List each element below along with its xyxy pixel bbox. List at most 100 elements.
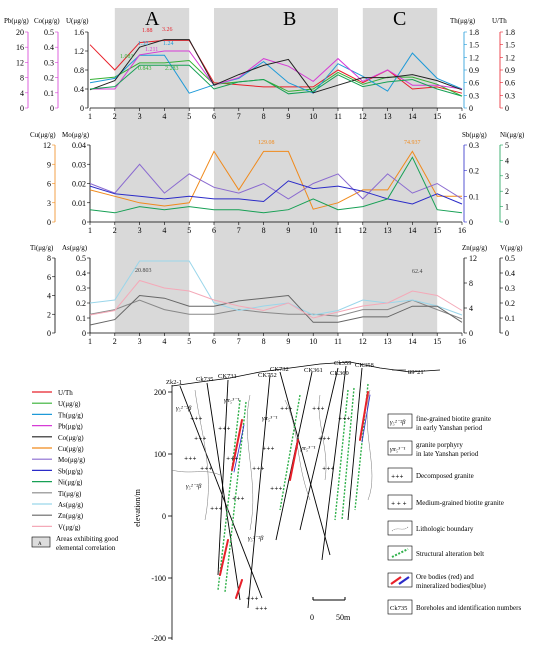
left-tick-label: 0.3: [44, 58, 54, 67]
x-tick-label: 10: [309, 337, 317, 346]
left-tick-label: 0.3: [76, 284, 86, 293]
x-tick-label: 10: [309, 226, 317, 235]
svg-text:+++: +++: [255, 606, 268, 612]
right-tick-label: 0: [505, 104, 509, 113]
geo-text-7b: mineralized bodies(blue): [416, 582, 486, 590]
legend-area-swatch: [31, 536, 51, 548]
mo-axis-label: Mo(μg/g): [62, 131, 90, 139]
x-tick-label: 5: [187, 226, 191, 235]
x-tick-label: 7: [237, 337, 241, 346]
borehole-ck752: CK752: [258, 372, 277, 379]
svg-text:+++: +++: [252, 466, 265, 472]
x-tick-label: 9: [286, 226, 290, 235]
zone-b-band: [214, 8, 338, 336]
right-tick-label: 12: [469, 254, 477, 263]
left-tick-label: 2: [47, 310, 51, 319]
x-tick-label: 1: [88, 337, 92, 346]
x-tick-label: 2: [113, 112, 117, 121]
geo-text-2a: granite porphyry: [416, 441, 463, 449]
borehole-ck732: CK732: [270, 366, 289, 373]
right-tick-label: 0: [505, 218, 509, 227]
legend-label: Th(μg/g): [58, 411, 84, 419]
right-tick-label: 1: [505, 203, 509, 212]
legend-label: U(μg/g): [58, 400, 81, 408]
sb-axis-label: Sb(μg/g): [462, 131, 487, 139]
right-tick-label: 5: [505, 141, 509, 150]
right-tick-label: 1.2: [469, 53, 479, 62]
right-tick-label: 0.5: [505, 254, 515, 263]
right-tick-label: 0.1: [505, 314, 515, 323]
right-tick-label: 4: [505, 156, 509, 165]
left-tick-label: 0.2: [76, 299, 86, 308]
right-tick-label: 0: [469, 218, 473, 227]
ann-th-2: 1.24: [163, 41, 174, 47]
borehole-ck361: CK361: [304, 367, 323, 374]
series-ti-line: [89, 299, 463, 320]
legend-label: Mo(μg/g): [58, 456, 86, 464]
left-tick-label: 8: [20, 74, 24, 83]
left-tick-label: 0.5: [76, 254, 86, 263]
rock-label-gamma-3: γ₅²⁻²β: [248, 535, 264, 542]
left-tick-label: 0.1: [44, 89, 54, 98]
left-tick-label: 0.02: [72, 180, 86, 189]
legend-label: U/Th: [58, 389, 73, 397]
borehole-traces: [179, 365, 363, 609]
rock-label-gammapi-3: γπ₅³⁻¹: [300, 445, 315, 452]
svg-text:+++: +++: [190, 416, 203, 422]
geo-text-5: Lithologic boundary: [416, 525, 474, 533]
left-tick-label: 0.4: [44, 43, 54, 52]
x-tick-label: 2: [113, 337, 117, 346]
series-co-line: [89, 39, 463, 94]
ann-uth-2: 3.26: [162, 27, 173, 33]
elev-tick-100: 100: [154, 450, 166, 459]
left-tick-label: 0.4: [74, 85, 84, 94]
left-tick-label: 1.6: [74, 28, 84, 37]
x-tick-label: 16: [458, 226, 466, 235]
left-tick-label: 8: [47, 254, 51, 263]
left-tick-label: 0.01: [72, 199, 86, 208]
left-tick-label: 1.2: [74, 47, 84, 56]
x-tick-label: 8: [262, 337, 266, 346]
legend-area-box-label: A: [38, 542, 42, 547]
legend-label: Zn(μg/g): [58, 512, 84, 520]
ann-cu-2: 74.937: [404, 140, 421, 146]
right-tick-label: 0.2: [469, 167, 479, 176]
borehole-zk2-1: Zk2-1: [166, 379, 182, 386]
legend-label: Cu(μg/g): [58, 445, 84, 453]
ann-cu-1: 129.08: [258, 140, 275, 146]
x-tick-label: 14: [408, 337, 416, 346]
x-tick-label: 4: [162, 226, 166, 235]
ann-u-1: 1.081: [120, 54, 134, 60]
left-tick-label: 12: [16, 58, 24, 67]
ni-axis-label: Ni(μg/g): [500, 131, 525, 139]
svg-text:+++: +++: [246, 596, 259, 602]
elev-tick-0: 0: [162, 512, 166, 521]
x-tick-label: 15: [433, 337, 441, 346]
x-tick-label: 16: [458, 337, 466, 346]
x-tick-label: 16: [458, 112, 466, 121]
series-ni-line: [89, 64, 463, 97]
legend-label: Ti(μg/g): [58, 490, 82, 498]
svg-text:+++: +++: [270, 486, 283, 492]
u-axis-label: U(μg/g): [66, 17, 89, 25]
legend-label: V(μg/g): [58, 523, 81, 531]
svg-text:+++: +++: [262, 446, 275, 452]
left-tick-label: 9: [47, 160, 51, 169]
rock-label-gammapi-2: γπ₅³⁻¹: [262, 415, 277, 422]
rock-label-gammapi-1: γπ₅³⁻¹: [224, 397, 239, 404]
right-tick-label: 3: [505, 172, 509, 181]
zone-label-b: B: [283, 8, 296, 30]
left-tick-label: 0.4: [76, 269, 86, 278]
granite-symbols: +++++++++ +++++++++ +++++++++ +++++++++ …: [184, 406, 351, 612]
x-tick-label: 6: [212, 112, 216, 121]
ann-th-1: 1.32: [138, 41, 149, 47]
zn-axis-label: Zn(μg/g): [462, 244, 488, 252]
geo-text-4: Medium-grained biotite granite: [416, 499, 504, 507]
svg-text:+++: +++: [318, 436, 331, 442]
borehole-ck735: Ck735: [196, 376, 213, 383]
th-axis-label: Th(μg/g): [450, 17, 476, 25]
borehole-ck359: Ck359: [334, 360, 351, 367]
right-tick-label: 0.3: [469, 141, 479, 150]
alteration-belts: [217, 383, 369, 593]
